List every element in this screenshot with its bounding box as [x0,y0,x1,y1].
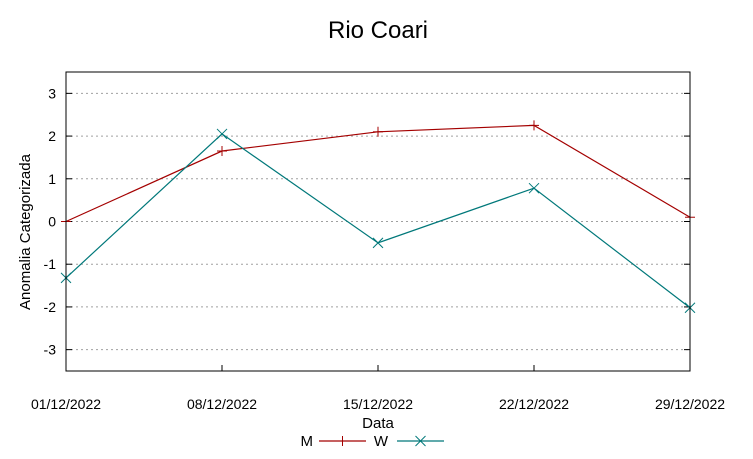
y-axis-label: Anomalia Categorizada [17,153,34,310]
grid-lines [66,92,690,351]
legend-label-w: W [374,433,389,450]
legend-marker-m [337,436,348,446]
data-point-w [528,182,540,194]
x-tick-label: 01/12/2022 [31,396,101,412]
y-tick-label: -1 [44,256,57,272]
series-layer [60,120,696,314]
data-point-m [529,120,539,131]
legend-label-m: M [301,433,314,450]
data-point-m [373,126,383,137]
x-axis-ticks: 01/12/2022 08/12/2022 15/12/2022 22/12/2022… [31,365,725,412]
y-axis-ticks: -3 -2 -1 0 1 2 3 [44,85,690,358]
y-tick-label: 2 [48,128,56,144]
y-tick-label: -3 [44,342,57,358]
data-point-w [216,128,228,140]
x-axis-label: Data [362,415,394,432]
y-tick-label: 1 [48,171,56,187]
x-tick-label: 29/12/2022 [655,396,725,412]
x-tick-label: 08/12/2022 [187,396,257,412]
data-point-m [217,146,227,157]
y-tick-label: -2 [44,299,57,315]
series-line-w [65,133,691,309]
series-line-m [65,124,691,223]
chart-title: Rio Coari [328,17,428,44]
x-tick-label: 15/12/2022 [343,396,413,412]
legend-marker-w [415,435,426,447]
x-tick-label: 22/12/2022 [499,396,569,412]
data-point-w [372,237,384,249]
y-tick-label: 0 [48,214,56,230]
plot-frame [65,71,691,372]
y-tick-label: 3 [48,85,56,101]
